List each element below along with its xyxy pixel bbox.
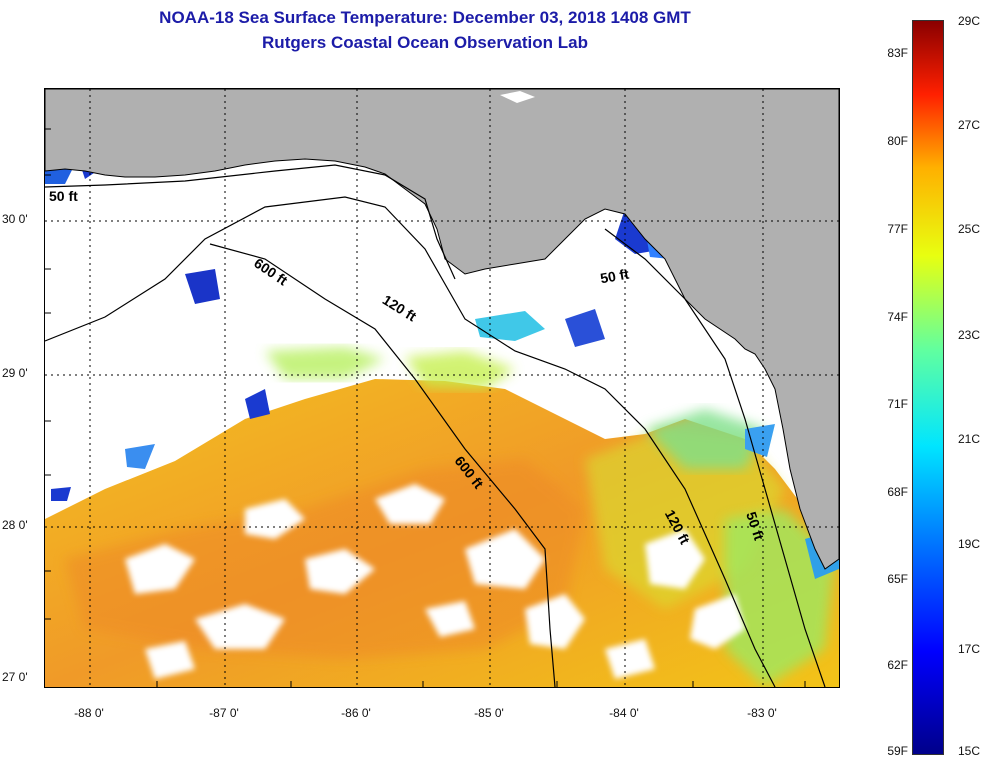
lon-label: -88 0' bbox=[74, 706, 104, 720]
colorbar-c-label: 29C bbox=[958, 14, 981, 28]
lat-label: 30 0' bbox=[2, 212, 28, 226]
colorbar-c-label: 17C bbox=[958, 642, 981, 656]
colorbar-c-label: 21C bbox=[958, 432, 981, 446]
contour-120ft-shelf bbox=[45, 196, 776, 687]
lon-label: -87 0' bbox=[209, 706, 239, 720]
colorbar-f-label: 59F bbox=[887, 744, 908, 758]
map-subtitle: Rutgers Coastal Ocean Observation Lab bbox=[262, 33, 588, 52]
colorbar-f-label: 65F bbox=[887, 572, 908, 586]
colorbar-f-label: 62F bbox=[887, 658, 908, 672]
lat-label: 29 0' bbox=[2, 366, 28, 380]
lon-label: -83 0' bbox=[747, 706, 777, 720]
lat-label: 27 0' bbox=[2, 670, 28, 684]
bathymetry-contours bbox=[45, 164, 826, 687]
sst-map-canvas: 50 ft 600 ft 120 ft 50 ft 600 ft 120 ft … bbox=[45, 89, 839, 687]
map-title: NOAA-18 Sea Surface Temperature: Decembe… bbox=[159, 8, 691, 27]
graticule bbox=[45, 89, 839, 687]
colorbar-f-label: 80F bbox=[887, 134, 908, 148]
colorbar-f-label: 71F bbox=[887, 397, 908, 411]
lon-label: -84 0' bbox=[609, 706, 639, 720]
temperature-colorbar bbox=[912, 20, 944, 755]
axis-ticks bbox=[45, 128, 806, 687]
lon-label: -86 0' bbox=[341, 706, 371, 720]
colorbar-c-label: 19C bbox=[958, 537, 981, 551]
contour-50ft-east bbox=[604, 228, 826, 687]
colorbar-c-label: 25C bbox=[958, 222, 981, 236]
contour-label: 50 ft bbox=[599, 266, 630, 287]
contour-600ft-slope bbox=[209, 243, 556, 687]
sst-map[interactable]: 50 ft 600 ft 120 ft 50 ft 600 ft 120 ft … bbox=[44, 88, 840, 688]
lake bbox=[500, 91, 535, 103]
contour-label: 50 ft bbox=[49, 188, 78, 204]
colorbar-f-label: 74F bbox=[887, 310, 908, 324]
colorbar-c-label: 23C bbox=[958, 328, 981, 342]
colorbar-f-label: 77F bbox=[887, 222, 908, 236]
cloud-patches bbox=[125, 484, 745, 679]
lon-label: -85 0' bbox=[474, 706, 504, 720]
colorbar-c-label: 27C bbox=[958, 118, 981, 132]
contour-50ft-west bbox=[45, 164, 456, 280]
colorbar-f-label: 83F bbox=[887, 46, 908, 60]
colorbar-f-label: 68F bbox=[887, 485, 908, 499]
land bbox=[45, 89, 839, 570]
colorbar-c-label: 15C bbox=[958, 744, 981, 758]
lat-label: 28 0' bbox=[2, 518, 28, 532]
